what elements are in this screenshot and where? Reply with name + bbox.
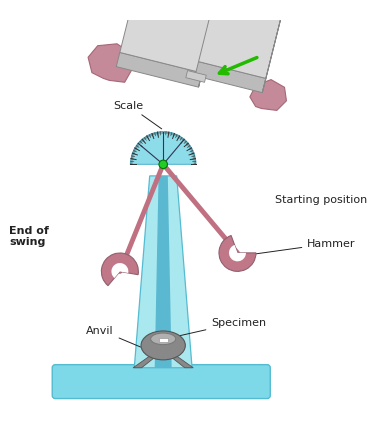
Polygon shape: [250, 81, 286, 111]
Text: End of
swing: End of swing: [9, 225, 49, 247]
Polygon shape: [195, 63, 266, 93]
Ellipse shape: [151, 333, 176, 345]
Polygon shape: [159, 339, 168, 343]
Text: Anvil: Anvil: [86, 325, 140, 347]
Polygon shape: [199, 4, 281, 79]
Polygon shape: [120, 0, 217, 74]
Wedge shape: [219, 236, 256, 272]
Wedge shape: [101, 253, 139, 286]
Wedge shape: [111, 263, 128, 278]
Ellipse shape: [141, 331, 185, 360]
Polygon shape: [88, 45, 132, 83]
Text: Starting position: Starting position: [275, 195, 367, 204]
Text: Hammer: Hammer: [252, 239, 356, 255]
Polygon shape: [155, 176, 171, 368]
Polygon shape: [116, 53, 202, 88]
Wedge shape: [130, 132, 196, 165]
Polygon shape: [262, 20, 281, 93]
Text: Scale: Scale: [113, 101, 162, 130]
Polygon shape: [199, 15, 217, 88]
Wedge shape: [229, 245, 246, 262]
Circle shape: [159, 161, 167, 169]
Polygon shape: [161, 349, 193, 368]
Text: Specimen: Specimen: [173, 317, 267, 337]
Polygon shape: [133, 349, 165, 368]
Polygon shape: [186, 72, 206, 83]
Polygon shape: [134, 176, 192, 368]
FancyBboxPatch shape: [52, 365, 270, 399]
